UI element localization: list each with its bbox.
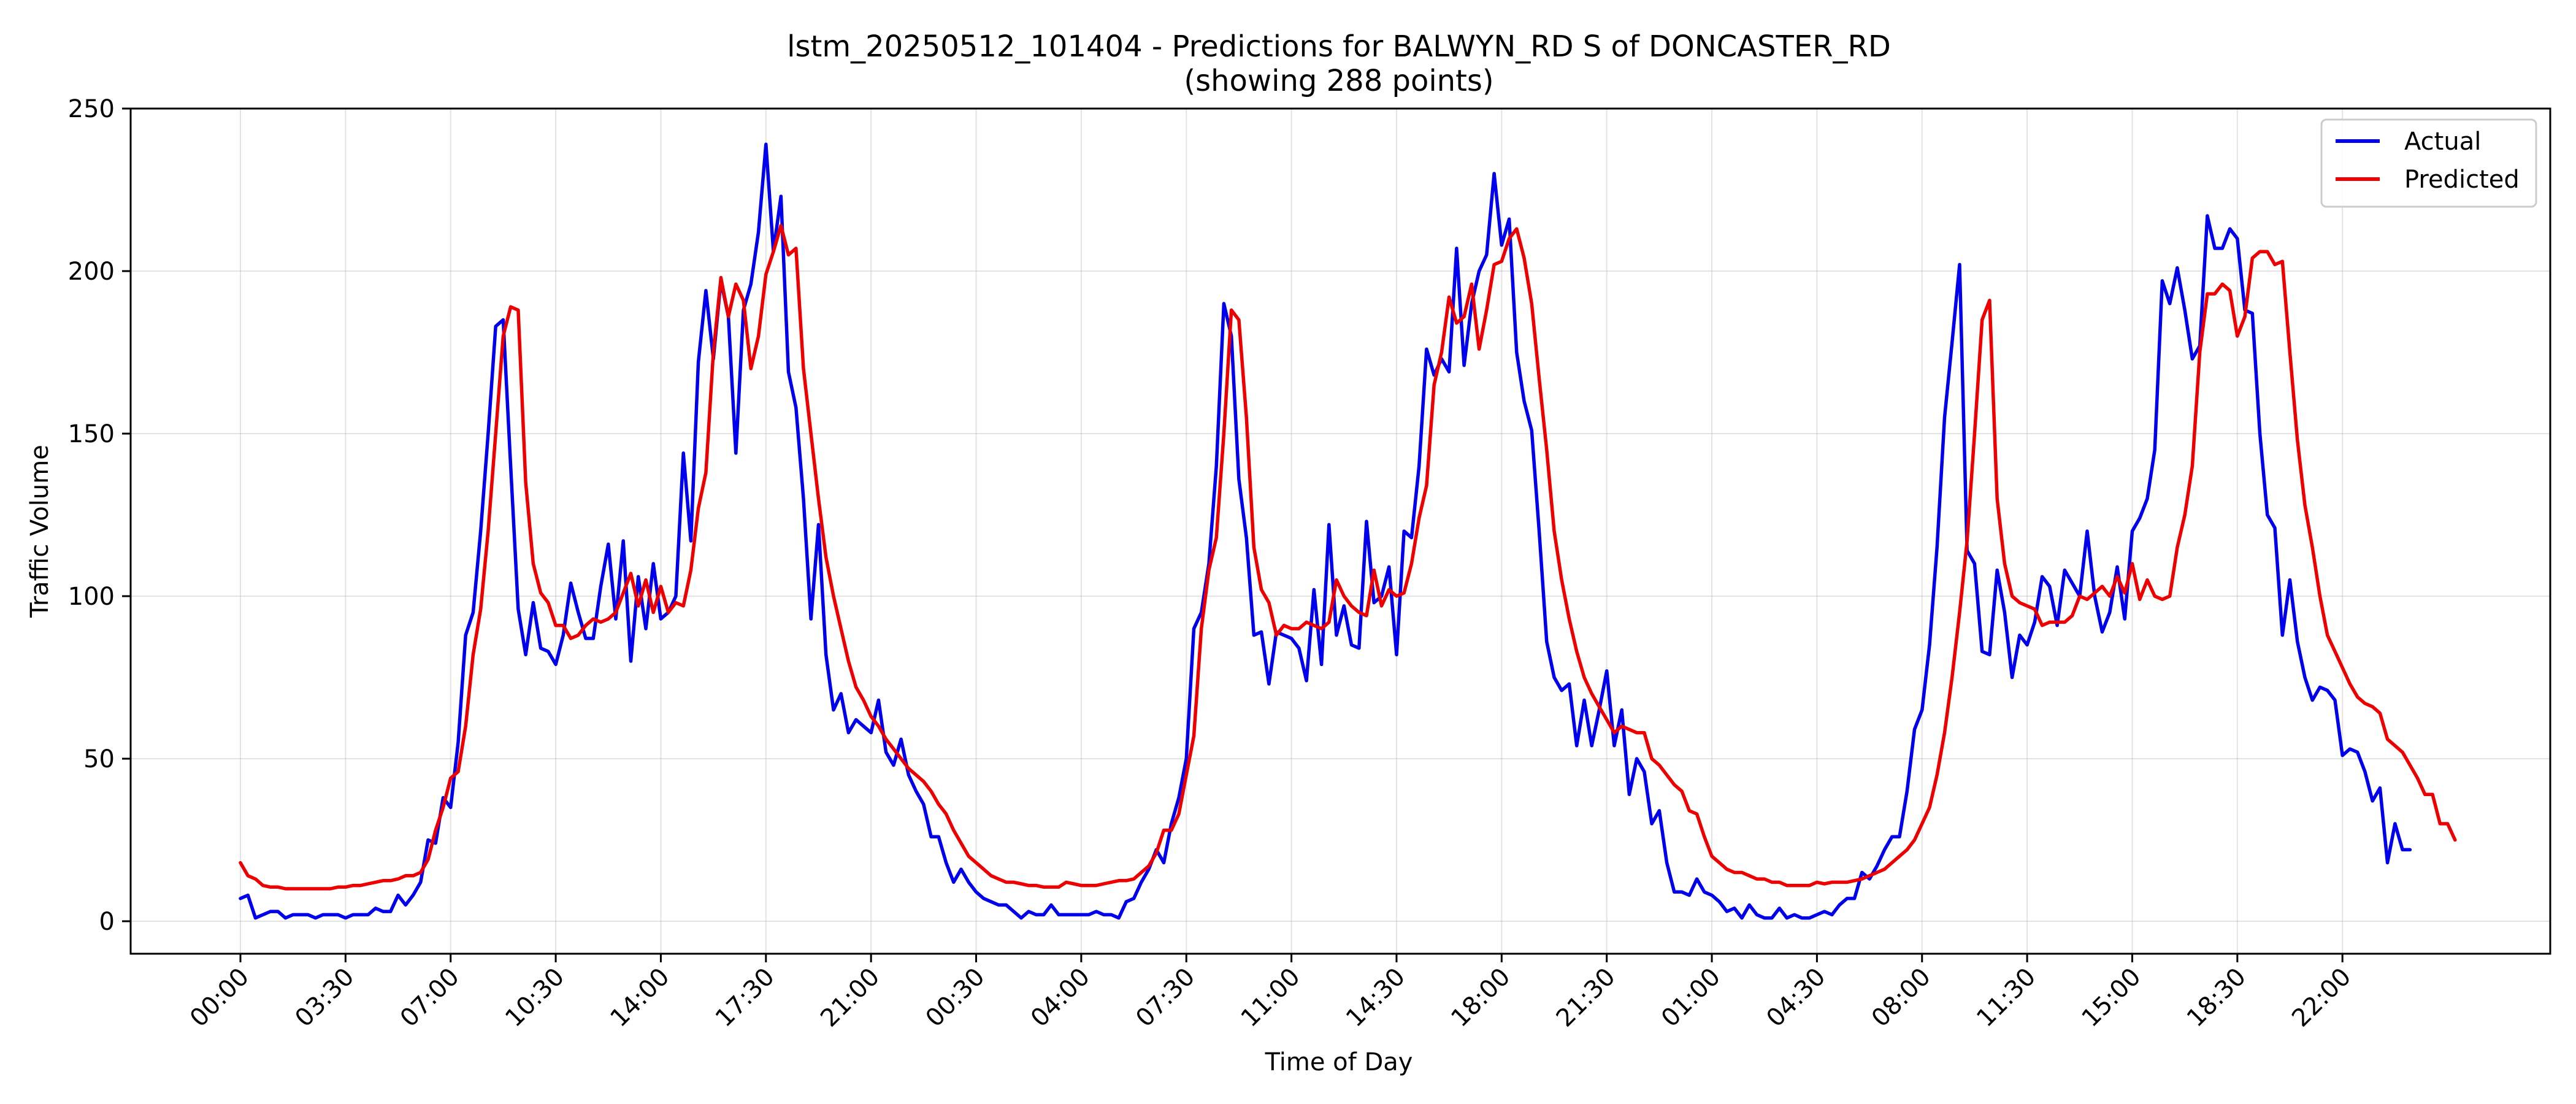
legend: Actual Predicted	[2320, 118, 2537, 208]
y-tick-label: 100	[68, 583, 115, 611]
series-layer	[239, 142, 2457, 920]
y-axis-label: Traffic Volume	[26, 445, 54, 618]
x-gridlines	[240, 109, 2344, 954]
series-line-actual	[239, 142, 2412, 920]
y-tick-label: 50	[83, 745, 115, 773]
legend-label-actual: Actual	[2404, 128, 2481, 156]
y-tick-label: 0	[99, 908, 115, 936]
y-tick-label: 250	[68, 95, 115, 123]
legend-label-predicted: Predicted	[2404, 166, 2520, 194]
y-tick-label: 200	[68, 258, 115, 286]
chart-subtitle: (showing 288 points)	[1184, 64, 1493, 98]
y-tick-label: 150	[68, 420, 115, 448]
plot-area-frame	[129, 107, 2551, 955]
y-axis-ticks: 0 50 100 150 200 250	[68, 95, 131, 936]
x-axis-label: Time of Day	[1265, 1048, 1413, 1076]
series-line-predicted	[239, 224, 2457, 891]
chart-title: lstm_20250512_101404 - Predictions for B…	[787, 29, 1891, 64]
